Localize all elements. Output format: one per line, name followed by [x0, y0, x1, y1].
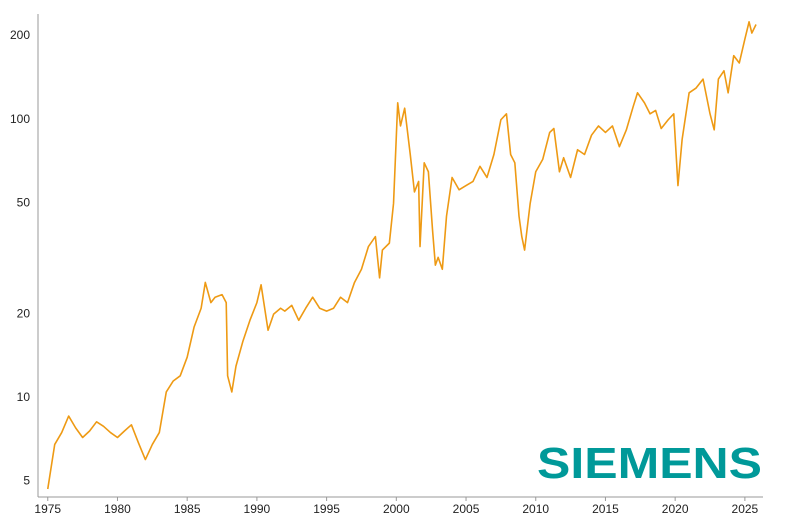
- x-tick-label: 1975: [34, 502, 61, 516]
- y-tick-label: 20: [17, 306, 31, 320]
- price-line: [46, 20, 757, 490]
- y-tick-label: 200: [10, 28, 30, 42]
- x-tick-label: 2005: [453, 502, 480, 516]
- x-tick-label: 1980: [104, 502, 131, 516]
- x-tick-label: 1985: [174, 502, 201, 516]
- x-tick-label: 2020: [662, 502, 689, 516]
- y-tick-label: 50: [17, 196, 31, 210]
- x-tick-label: 2010: [522, 502, 549, 516]
- logo: SIEMENS: [537, 439, 762, 488]
- x-tick-label: 1995: [313, 502, 340, 516]
- x-tick-label: 2000: [383, 502, 410, 516]
- y-tick-label: 5: [23, 474, 30, 488]
- y-tick-label: 10: [17, 390, 31, 404]
- x-tick-label: 2015: [592, 502, 619, 516]
- x-tick-label: 1990: [244, 502, 271, 516]
- y-tick-label: 100: [10, 112, 30, 126]
- x-tick-label: 2025: [732, 502, 759, 516]
